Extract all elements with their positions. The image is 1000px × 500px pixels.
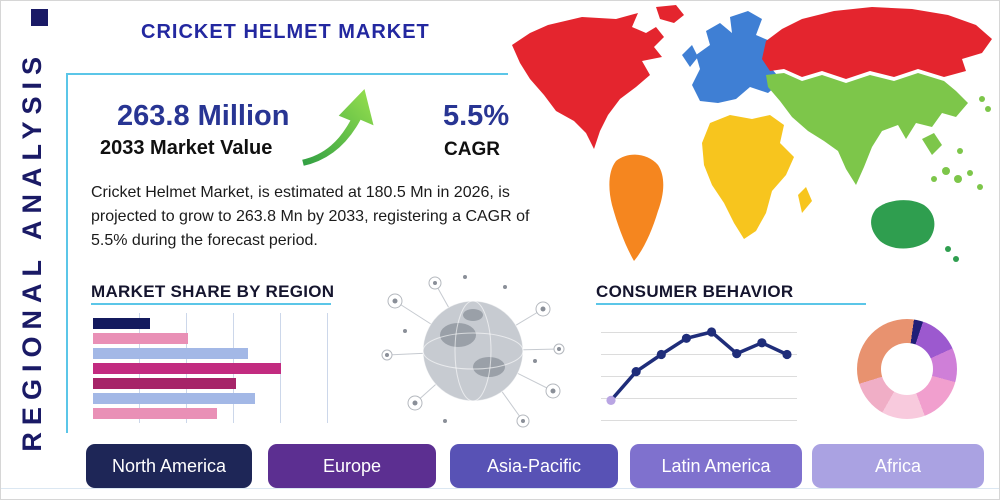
map-madagascar [798,187,812,213]
region-button-europe[interactable]: Europe [268,444,436,488]
cagr-stat: 5.5% [443,100,510,132]
map-europe [692,11,782,103]
line-chart-point [631,367,641,377]
donut-hole [881,343,933,395]
map-southeast-asia [922,133,942,155]
region-button-asia-pacific[interactable]: Asia-Pacific [450,444,618,488]
region-button-africa[interactable]: Africa [812,444,984,488]
bar-segment [93,348,248,359]
map-north-america [512,13,664,149]
consumer-behavior-line-chart [601,311,797,425]
map-asia [766,73,968,185]
map-new-zealand [945,246,959,262]
market-value-stat: 263.8 Million [117,100,290,132]
bar-segment [93,393,255,404]
line-chart-point [656,349,666,360]
map-africa [702,115,794,239]
line-chart-svg [606,327,792,405]
footer-baseline [1,488,999,489]
line-chart-point [681,333,692,343]
map-greenland [656,5,684,23]
world-map [512,5,992,262]
bar-segment [93,363,282,374]
bar-segment [93,333,189,344]
regional-donut-chart [857,319,957,419]
map-south-america [609,154,664,261]
map-russia [762,7,992,79]
decorative-corner-square [31,9,48,26]
market-value-caption: 2033 Market Value [100,137,273,159]
map-asia-islands [931,96,991,190]
growth-arrow-icon [299,85,377,169]
line-chart-point [606,395,616,405]
stat-box-corner-border [66,73,508,433]
consumer-behavior-heading: CONSUMER BEHAVIOR [596,282,794,301]
regional-analysis-vertical-label: REGIONAL ANALYSIS [16,50,47,452]
line-chart-point [706,327,717,337]
consumer-behavior-underline [596,303,866,305]
market-share-heading: MARKET SHARE BY REGION [91,282,335,301]
line-chart-point [757,338,767,348]
line-chart-point [782,349,792,360]
bar-segment [93,318,151,329]
map-australia [871,200,935,249]
globe-network-graphic [381,275,565,428]
region-button-north-america[interactable]: North America [86,444,252,488]
region-button-latin-america[interactable]: Latin America [630,444,802,488]
market-share-bar-chart [93,313,331,423]
cagr-caption: CAGR [444,139,500,160]
line-chart-point [732,349,742,359]
market-description: Cricket Helmet Market, is estimated at 1… [91,184,530,249]
market-share-underline [91,303,331,305]
bar-chart-bars [93,313,331,419]
bar-segment [93,378,236,389]
side-label-container: REGIONAL ANALYSIS [5,1,59,499]
page-title: CRICKET HELMET MARKET [141,21,430,43]
bar-segment [93,408,217,419]
map-british-isles [682,45,698,67]
